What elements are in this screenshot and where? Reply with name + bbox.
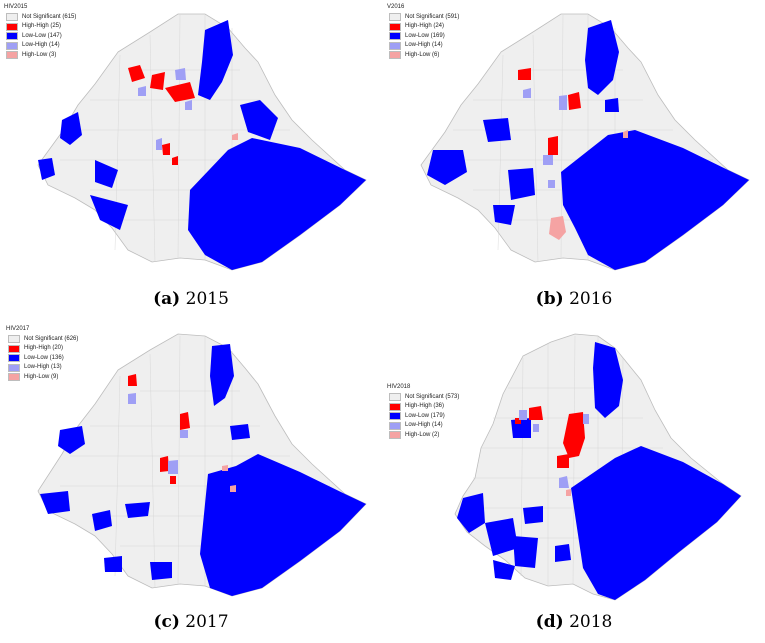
legend-swatch <box>389 32 401 41</box>
legend-item-high-low: High-Low (6) <box>387 51 459 61</box>
legend-item-not-significant: Not Significant (615) <box>4 13 76 23</box>
legend-item-high-high: High-High (36) <box>387 402 459 412</box>
high-low-regions <box>222 465 236 492</box>
legend-item-high-low: High-Low (2) <box>387 431 459 441</box>
legend-swatch <box>8 373 20 382</box>
high-high-regions <box>128 65 195 165</box>
cluster-map-2017 <box>37 333 367 597</box>
legend-item-low-low: Low-Low (136) <box>6 354 78 364</box>
legend-item-high-high: High-High (24) <box>387 22 459 32</box>
legend-swatch <box>389 421 401 430</box>
map-legend: V2016 Not Significant (591) High-High (2… <box>387 3 459 60</box>
map-legend: HIV2015 Not Significant (615) High-High … <box>4 3 76 60</box>
map-legend: HIV2018 Not Significant (573) High-High … <box>387 383 459 440</box>
legend-title: HIV2017 <box>6 326 30 332</box>
legend-title: V2016 <box>387 4 405 10</box>
legend-item-not-significant: Not Significant (591) <box>387 13 459 23</box>
legend-swatch <box>389 51 401 60</box>
district-boundaries <box>60 335 330 596</box>
map-panel-2018: HIV2018 Not Significant (573) High-High … <box>383 322 765 643</box>
legend-swatch <box>389 393 401 402</box>
panel-caption: (a) 2015 <box>153 289 229 309</box>
low-low-regions <box>427 20 749 270</box>
legend-item-high-high: High-High (25) <box>4 22 76 32</box>
legend-item-low-low: Low-Low (147) <box>4 32 76 42</box>
legend-swatch <box>8 335 20 344</box>
high-low-regions <box>232 133 238 140</box>
high-high-regions <box>515 406 585 468</box>
legend-swatch <box>8 354 20 363</box>
legend-item-low-high: Low-High (14) <box>4 41 76 51</box>
legend-swatch <box>6 22 18 31</box>
legend-item-high-low: High-Low (9) <box>6 373 78 383</box>
map-legend: HIV2017 Not Significant (626) High-High … <box>6 325 78 382</box>
legend-swatch <box>389 13 401 22</box>
legend-swatch <box>6 13 18 22</box>
legend-swatch <box>389 412 401 421</box>
legend-swatch <box>389 41 401 50</box>
low-low-regions <box>457 342 741 600</box>
legend-item-low-low: Low-Low (169) <box>387 32 459 42</box>
legend-swatch <box>389 431 401 440</box>
legend-swatch <box>8 344 20 353</box>
legend-item-not-significant: Not Significant (626) <box>6 335 78 345</box>
legend-swatch <box>6 41 18 50</box>
map-panel-2017: HIV2017 Not Significant (626) High-High … <box>0 322 382 643</box>
map-panel-2015: HIV2015 Not Significant (615) High-High … <box>0 0 382 321</box>
high-low-regions <box>549 130 628 240</box>
panel-caption: (b) 2016 <box>535 289 613 309</box>
map-panel-2016: V2016 Not Significant (591) High-High (2… <box>383 0 765 321</box>
low-low-regions <box>40 344 366 596</box>
legend-title: HIV2015 <box>4 4 28 10</box>
cluster-map-2015 <box>37 13 367 271</box>
low-high-regions <box>138 68 192 150</box>
panel-caption: (d) 2018 <box>535 612 613 632</box>
high-low-regions <box>566 489 571 496</box>
legend-swatch <box>389 402 401 411</box>
legend-item-not-significant: Not Significant (573) <box>387 393 459 403</box>
legend-item-low-high: Low-High (13) <box>6 363 78 373</box>
low-high-regions <box>519 410 589 488</box>
low-high-regions <box>523 88 567 188</box>
legend-item-high-low: High-Low (3) <box>4 51 76 61</box>
legend-item-high-high: High-High (20) <box>6 344 78 354</box>
legend-swatch <box>389 22 401 31</box>
legend-item-low-low: Low-Low (179) <box>387 412 459 422</box>
high-high-regions <box>518 68 581 155</box>
cluster-map-2018 <box>454 333 742 601</box>
cluster-map-2016 <box>420 13 750 271</box>
legend-swatch <box>8 363 20 372</box>
low-high-regions <box>128 393 188 474</box>
legend-item-low-high: Low-High (14) <box>387 421 459 431</box>
legend-item-low-high: Low-High (14) <box>387 41 459 51</box>
low-low-regions <box>38 20 366 270</box>
high-high-regions <box>128 374 190 484</box>
panel-caption: (c) 2017 <box>153 612 229 632</box>
legend-swatch <box>6 32 18 41</box>
legend-title: HIV2018 <box>387 384 411 390</box>
legend-swatch <box>6 51 18 60</box>
